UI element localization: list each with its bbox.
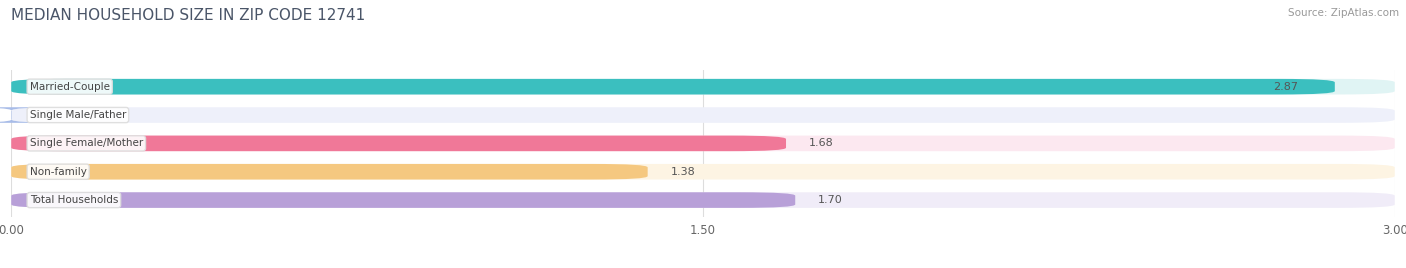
Text: Married-Couple: Married-Couple bbox=[30, 82, 110, 92]
Text: MEDIAN HOUSEHOLD SIZE IN ZIP CODE 12741: MEDIAN HOUSEHOLD SIZE IN ZIP CODE 12741 bbox=[11, 8, 366, 23]
FancyBboxPatch shape bbox=[11, 107, 1395, 123]
Text: 1.70: 1.70 bbox=[818, 195, 844, 205]
Text: 2.87: 2.87 bbox=[1272, 82, 1298, 92]
Text: Single Female/Mother: Single Female/Mother bbox=[30, 138, 143, 148]
FancyBboxPatch shape bbox=[0, 107, 66, 123]
Text: Non-family: Non-family bbox=[30, 167, 87, 177]
FancyBboxPatch shape bbox=[11, 192, 1395, 208]
FancyBboxPatch shape bbox=[11, 136, 786, 151]
Text: 1.38: 1.38 bbox=[671, 167, 696, 177]
Text: Source: ZipAtlas.com: Source: ZipAtlas.com bbox=[1288, 8, 1399, 18]
FancyBboxPatch shape bbox=[11, 192, 796, 208]
Text: Total Households: Total Households bbox=[30, 195, 118, 205]
Text: 1.68: 1.68 bbox=[808, 138, 834, 148]
Text: 0.00: 0.00 bbox=[34, 110, 59, 120]
Text: Single Male/Father: Single Male/Father bbox=[30, 110, 127, 120]
FancyBboxPatch shape bbox=[11, 79, 1395, 95]
FancyBboxPatch shape bbox=[11, 79, 1334, 95]
FancyBboxPatch shape bbox=[11, 164, 648, 180]
FancyBboxPatch shape bbox=[11, 136, 1395, 151]
FancyBboxPatch shape bbox=[11, 164, 1395, 180]
